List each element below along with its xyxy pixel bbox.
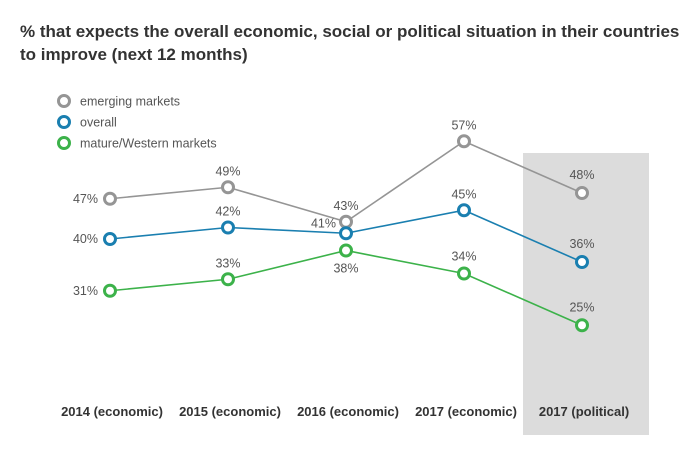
legend-label-1: overall — [80, 116, 117, 130]
x-axis: 2014 (economic) 2015 (economic) 2016 (econ… — [61, 404, 629, 419]
x-tick-label-4: 2017 (political) — [539, 404, 629, 419]
x-tick-label-0: 2014 (economic) — [61, 404, 163, 419]
x-tick-label-1: 2015 (economic) — [179, 404, 281, 419]
data-point-2-3 — [457, 266, 471, 281]
data-label-0-2: 43% — [333, 199, 358, 213]
data-label-0-3: 57% — [451, 118, 476, 132]
legend-label-0: emerging markets — [80, 95, 180, 109]
data-point-0-0 — [103, 191, 117, 206]
chart-title: % that expects the overall economic, soc… — [20, 22, 680, 64]
data-label-0-1: 49% — [215, 164, 240, 178]
data-label-2-1: 33% — [215, 256, 240, 270]
data-point-1-3 — [457, 203, 471, 218]
series-layer: 47% 49% 43% 57% 48% 40% 42% 41% 45% 36% 31% 33% 38% 3… — [73, 118, 595, 333]
data-label-2-0: 31% — [73, 284, 98, 298]
data-label-2-2: 38% — [333, 262, 358, 276]
data-label-2-4: 25% — [569, 300, 594, 314]
data-point-0-2 — [339, 214, 353, 229]
data-point-2-1 — [221, 272, 235, 287]
legend-label-2: mature/Western markets — [80, 137, 217, 151]
legend-marker-1 — [57, 115, 71, 129]
legend-marker-2 — [57, 136, 71, 150]
data-point-2-2 — [339, 243, 353, 258]
data-label-0-0: 47% — [73, 192, 98, 206]
data-point-1-4 — [575, 255, 589, 269]
data-label-1-0: 40% — [73, 232, 98, 246]
data-point-1-1 — [221, 220, 235, 235]
data-point-2-0 — [103, 283, 117, 298]
data-label-1-3: 45% — [451, 187, 476, 201]
data-label-2-3: 34% — [451, 250, 476, 264]
data-point-0-4 — [575, 186, 589, 200]
data-label-1-1: 42% — [215, 205, 240, 219]
data-label-0-4: 48% — [569, 168, 594, 182]
data-point-2-4 — [575, 318, 589, 333]
x-tick-label-2: 2016 (economic) — [297, 404, 399, 419]
highlight-band-2017-political — [523, 153, 649, 435]
data-point-0-3 — [457, 134, 471, 149]
data-point-1-2 — [339, 226, 353, 241]
data-label-1-4: 36% — [569, 237, 594, 251]
data-point-0-1 — [221, 180, 235, 195]
legend: emerging markets overall mature/Western ma… — [57, 94, 217, 151]
x-tick-label-3: 2017 (economic) — [415, 404, 517, 419]
data-point-1-0 — [103, 232, 117, 246]
legend-marker-0 — [57, 94, 71, 108]
data-label-1-2: 41% — [311, 216, 336, 230]
